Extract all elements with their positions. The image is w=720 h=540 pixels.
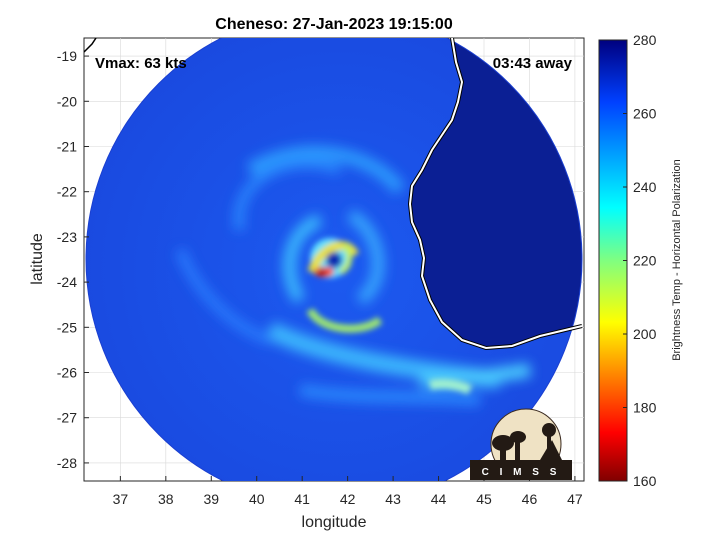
vmax-annotation: Vmax: 63 kts [95,55,187,72]
y-tick-label: -20 [57,93,77,109]
svg-text:C I M S S: C I M S S [482,467,561,478]
colorbar: 280 260 240 220 200 180 160 Brightness Temp - … [598,32,683,489]
colorbar-tick-label: 220 [633,253,657,269]
x-tick-label: 41 [294,491,310,507]
colorbar-gradient [598,39,628,482]
colorbar-tick-label: 240 [633,179,657,195]
y-tick-label: -26 [57,365,77,381]
x-tick-label: 37 [113,491,129,507]
coastline [84,38,583,351]
y-tick-label: -22 [57,184,77,200]
colorbar-tick-label: 200 [633,326,657,342]
x-tick-label: 46 [522,491,538,507]
x-tick-label: 44 [431,491,447,507]
x-tick-label: 40 [249,491,265,507]
cimss-logo: C I M S S [470,408,572,480]
colorbar-ticks: 280 260 240 220 200 180 160 [623,32,657,489]
y-tick-label: -19 [57,48,77,64]
colorbar-label: Brightness Temp - Horizontal Polarizatio… [671,159,683,361]
y-tick-label: -28 [57,455,77,471]
y-tick-label: -23 [57,229,77,245]
colorbar-tick-label: 280 [633,32,657,48]
chart-title: Cheneso: 27-Jan-2023 19:15:00 [215,16,453,33]
colorbar-tick-label: 260 [633,106,657,122]
x-tick-label: 43 [385,491,401,507]
y-tick-label: -25 [57,319,77,335]
colorbar-tick-label: 180 [633,400,657,416]
x-tick-label: 38 [158,491,174,507]
x-tick-label: 47 [567,491,583,507]
microwave-swath [85,38,583,481]
x-tick-label: 42 [340,491,356,507]
time-away-annotation: 03:43 away [493,55,573,72]
y-axis-label: latitude [29,233,46,285]
y-tick-label: -27 [57,410,77,426]
y-tick-label: -24 [57,274,77,290]
x-tick-label: 45 [476,491,492,507]
y-tick-label: -21 [57,138,77,154]
x-tick-label: 39 [203,491,219,507]
colorbar-tick-label: 160 [633,473,657,489]
y-tick-labels: -19 -20 -21 -22 -23 -24 -25 -26 -27 -28 [57,48,89,471]
x-axis-label: longitude [302,514,367,531]
